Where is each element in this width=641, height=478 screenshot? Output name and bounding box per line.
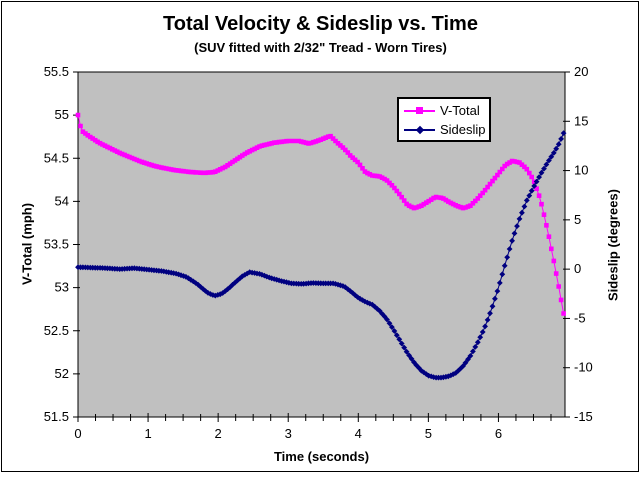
x-tick-label: 6: [495, 426, 502, 441]
y-right-tick-label: -10: [574, 360, 593, 375]
y-left-tick-label: 54: [55, 193, 69, 208]
legend-sample-sideslip: [404, 123, 435, 136]
y-left-axis-title: V-Total (mph): [19, 202, 35, 286]
legend-item-sideslip: Sideslip: [399, 120, 489, 139]
y-left-tick-label: 52: [55, 366, 69, 381]
y-right-tick-label: -15: [574, 409, 593, 424]
legend-label-v-total: V-Total: [440, 102, 480, 118]
y-left-tick-label: 55: [55, 107, 69, 122]
chart-title: Total Velocity & Sideslip vs. Time: [163, 13, 478, 35]
legend-sample-v-total: [404, 104, 435, 117]
y-right-tick-label: 20: [574, 64, 588, 79]
y-right-tick-label: 15: [574, 113, 588, 128]
x-axis-title: Time (seconds): [273, 449, 370, 464]
y-left-tick-label: 54.5: [44, 150, 69, 165]
x-tick-label: 4: [355, 426, 362, 441]
y-right-axis-title: Sideslip (degrees): [605, 189, 621, 301]
y-right-tick-label: 5: [574, 212, 581, 227]
y-right-tick-label: -5: [574, 310, 586, 325]
plot-area: [77, 71, 566, 418]
y-left-tick-label: 52.5: [44, 323, 69, 338]
legend-item-v-total: V-Total: [399, 101, 489, 120]
y-left-tick-label: 51.5: [44, 409, 69, 424]
square-marker-icon: [416, 106, 423, 114]
legend-label-sideslip: Sideslip: [440, 121, 486, 137]
y-left-tick-label: 55.5: [44, 64, 69, 79]
y-right-tick-label: 10: [574, 163, 588, 178]
x-tick-label: 3: [285, 426, 292, 441]
y-left-tick-label: 53.5: [44, 237, 69, 252]
chart-subtitle: (SUV fitted with 2/32" Tread - Worn Tire…: [194, 40, 447, 55]
x-tick-label: 1: [144, 426, 151, 441]
x-tick-label: 5: [425, 426, 432, 441]
legend: V-Total Sideslip: [397, 97, 491, 142]
x-tick-label: 0: [74, 426, 81, 441]
y-right-tick-label: 0: [574, 261, 581, 276]
x-tick-label: 2: [215, 426, 222, 441]
diamond-marker-icon: [415, 125, 425, 134]
y-left-tick-label: 53: [55, 280, 69, 295]
